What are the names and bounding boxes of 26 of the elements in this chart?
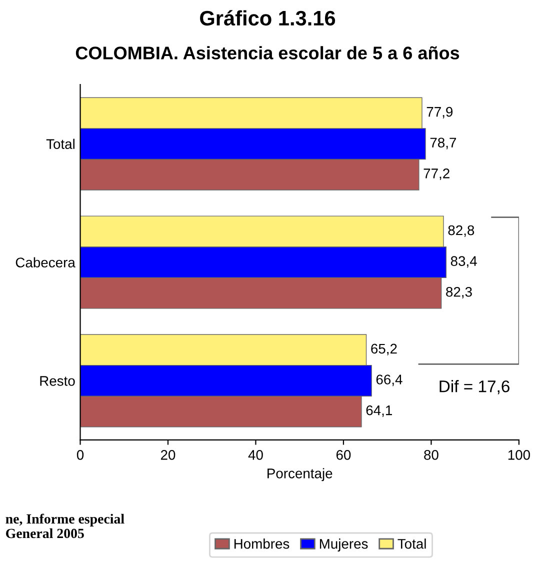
x-tick-label: 0 <box>76 450 84 460</box>
data-label: 77,2 <box>424 168 450 180</box>
x-axis-title: Porcentaje <box>268 468 332 482</box>
data-label: 64,1 <box>366 405 392 417</box>
y-tick-label: Total <box>46 138 74 149</box>
text: ne, Informe especial General 2005 <box>6 514 124 538</box>
legend-label: Total <box>398 538 426 549</box>
x-tick-label: 100 <box>508 450 530 460</box>
y-tick-label: Resto <box>40 376 75 386</box>
data-label: 78,7 <box>430 138 456 150</box>
data-label: 65,2 <box>371 344 397 356</box>
x-tick-label: 20 <box>160 450 176 460</box>
x-tick-label: 60 <box>336 450 351 460</box>
y-tick-label: Cabecera <box>16 257 76 268</box>
data-label: 83,4 <box>450 256 477 268</box>
x-tick-label: 80 <box>424 450 438 460</box>
legend-label: Hombres <box>234 538 290 549</box>
chart-title: Gráfico 1.3.16 <box>200 10 336 26</box>
data-label: 77,9 <box>426 106 453 118</box>
data-label: 82,3 <box>446 286 472 298</box>
annotation: Dif = 17,6 <box>440 380 510 394</box>
data-label: 66,4 <box>376 374 402 386</box>
legend-label: Mujeres <box>320 538 368 552</box>
data-label: 82,8 <box>448 225 474 237</box>
chart-subtitle: COLOMBIA. Asistencia escolar de 5 a 6 años <box>76 46 460 60</box>
x-tick-label: 40 <box>248 450 263 460</box>
